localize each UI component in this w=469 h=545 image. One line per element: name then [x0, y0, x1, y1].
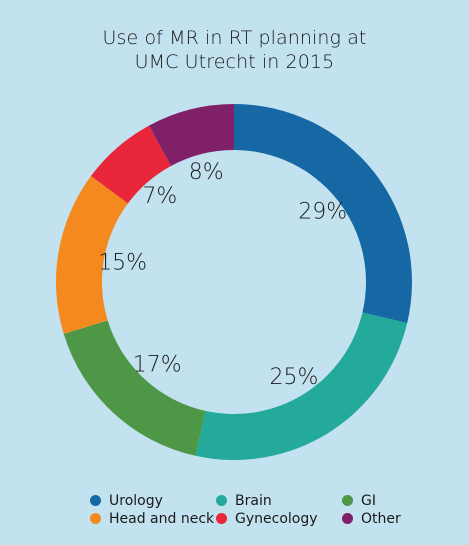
chart-title: Use of MR in RT planning at UMC Utrecht … [0, 26, 469, 74]
legend-item-gynecology: Gynecology [216, 511, 318, 527]
legend-swatch-other [342, 513, 353, 524]
legend-swatch-gynecology [216, 513, 227, 524]
legend-item-other: Other [342, 511, 401, 527]
donut-slice-head-and-neck [55, 176, 128, 334]
donut-slice-urology [234, 104, 412, 324]
legend-item-brain: Brain [216, 493, 272, 509]
data-label-gi: 17% [133, 352, 182, 377]
data-label-other: 8% [189, 160, 224, 185]
donut-slice-brain [195, 312, 408, 460]
legend-item-gi: GI [342, 493, 376, 509]
chart-title-line-1: Use of MR in RT planning at [102, 27, 367, 49]
donut-slice-gi [63, 320, 206, 456]
data-label-head-and-neck: 15% [98, 250, 147, 275]
legend-label-gynecology: Gynecology [235, 511, 318, 527]
legend-label-other: Other [361, 511, 401, 527]
legend-label-gi: GI [361, 493, 376, 509]
legend-swatch-gi [342, 495, 353, 506]
data-label-brain: 25% [270, 365, 319, 390]
legend-swatch-head-and-neck [90, 513, 101, 524]
legend-label-brain: Brain [235, 493, 272, 509]
donut-slice-other [149, 104, 234, 167]
data-label-urology: 29% [298, 199, 347, 224]
chart-title-line-2: UMC Utrecht in 2015 [134, 51, 335, 73]
legend-item-head-and-neck: Head and neck [90, 511, 214, 527]
legend-label-head-and-neck: Head and neck [109, 511, 215, 527]
data-label-gynecology: 7% [142, 184, 177, 209]
legend-swatch-brain [216, 495, 227, 506]
legend-swatch-urology [90, 495, 101, 506]
legend-item-urology: Urology [90, 493, 163, 509]
legend-label-urology: Urology [109, 493, 163, 509]
donut-slice-gynecology [90, 125, 171, 204]
